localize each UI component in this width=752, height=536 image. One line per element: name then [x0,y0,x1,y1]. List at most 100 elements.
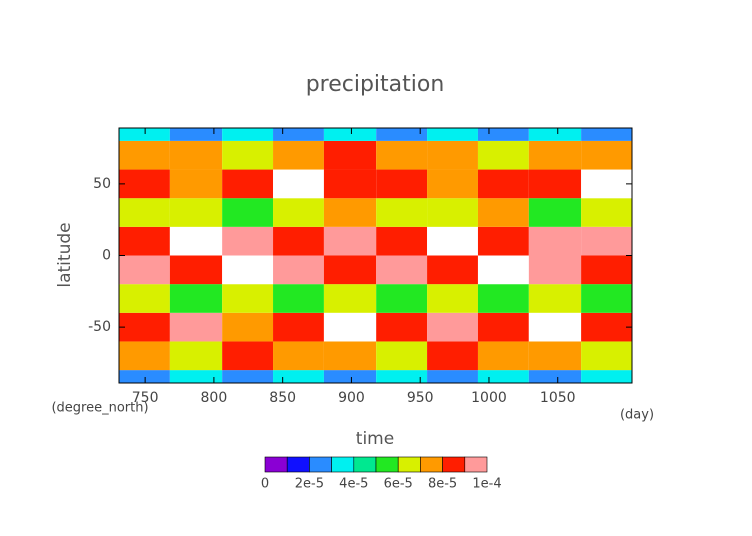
heat-cell [323,284,377,313]
heat-cell [376,140,428,170]
heat-cell [222,128,274,141]
y-axis-unit: (degree_north) [51,401,148,416]
heat-cell [581,198,632,227]
x-axis-unit: (day) [620,408,654,423]
heat-cell [427,255,478,285]
y-tick-label: -50 [88,319,111,335]
colorbar-tick-label: 6e-5 [384,477,413,492]
heat-cell [528,370,582,383]
colorbar-tick-label: 2e-5 [295,477,324,492]
heat-cell [169,128,223,141]
heat-cell [581,140,632,170]
heat-cell [477,198,529,227]
heat-cell [427,140,478,170]
colorbar-box [286,456,310,473]
heat-cell [376,226,428,256]
colorbar-box [397,456,421,473]
heat-cell [376,198,428,227]
heat-cell [119,312,170,342]
colorbar-box [331,456,355,473]
heat-cell [273,140,324,170]
heat-cell [477,255,529,285]
heat-cell [477,128,529,141]
x-tick-label: 950 [407,390,434,406]
colorbar-box [420,456,443,473]
heat-cell [323,128,377,141]
heat-cell [323,169,377,199]
heat-cell [376,128,428,141]
colorbar-box [353,456,377,473]
heat-cell [169,169,223,199]
heat-cell [477,284,529,313]
heat-cell [427,284,478,313]
heat-cell [222,198,274,227]
heat-cell [222,284,274,313]
heat-cell [323,226,377,256]
heat-cell [222,226,274,256]
x-axis-label: time [356,429,394,449]
colorbar-box [375,456,399,473]
heat-cell [222,312,274,342]
heat-cell [427,312,478,342]
y-axis-label: latitude [55,222,75,287]
heat-cell [273,198,324,227]
heat-cell [477,140,529,170]
heat-cell [528,198,582,227]
heat-cell [273,370,324,383]
heat-cell [169,370,223,383]
heat-cell [222,341,274,371]
heat-cell [169,140,223,170]
heat-cell [119,128,170,141]
heat-cell [528,341,582,371]
heat-cell [119,341,170,371]
heat-cell [427,226,478,256]
colorbar-box [442,456,466,473]
heat-cell [323,312,377,342]
heat-cell [119,169,170,199]
x-tick-label: 900 [338,390,365,406]
heat-cell [528,169,582,199]
heat-cell [169,255,223,285]
heat-cell [427,198,478,227]
heat-cell [581,128,632,141]
x-tick-label: 1050 [540,390,576,406]
x-tick-label: 800 [201,390,228,406]
heat-cell [169,284,223,313]
heat-cell [323,140,377,170]
colorbar-box [264,456,288,473]
heat-cell [477,370,529,383]
heat-cell [273,312,324,342]
heat-cell [376,312,428,342]
heat-cell [222,255,274,285]
heat-cell [528,284,582,313]
heat-cell [477,312,529,342]
heat-cell [169,312,223,342]
colorbar-tick-label: 1e-4 [472,477,501,492]
heat-cell [323,370,377,383]
colorbar-tick-label: 8e-5 [428,477,457,492]
heat-cell [273,284,324,313]
heat-cell [528,226,582,256]
heat-cell [427,370,478,383]
heat-cell [273,341,324,371]
heat-cell [427,128,478,141]
heat-cell [427,169,478,199]
y-tick-label: 0 [102,248,111,264]
heat-cell [376,341,428,371]
x-tick-label: 1000 [471,390,507,406]
heat-cell [581,312,632,342]
heat-cell [376,284,428,313]
heat-cell [119,140,170,170]
heat-cell [323,341,377,371]
heat-cell [169,341,223,371]
colorbar-tick-label: 0 [261,477,269,492]
colorbar-box [309,456,332,473]
heat-cell [273,255,324,285]
heat-cell [119,255,170,285]
heat-cell [222,169,274,199]
heat-cell [119,370,170,383]
heat-cell [273,169,324,199]
heat-cell [581,226,632,256]
heat-cell [119,226,170,256]
